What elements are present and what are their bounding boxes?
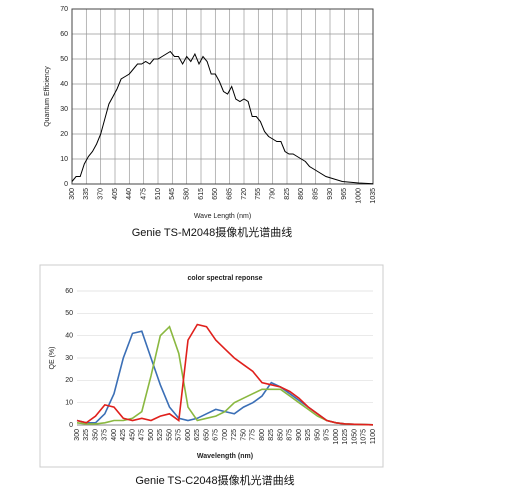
x-tick-label: 900 <box>296 429 303 441</box>
x-tick-label: 525 <box>157 429 164 441</box>
x-tick-label: 965 <box>341 188 348 200</box>
x-tick-label: 405 <box>112 188 119 200</box>
chart-title: color spectral reponse <box>187 275 262 282</box>
x-tick-label: 950 <box>314 429 321 441</box>
x-tick-label: 425 <box>120 429 127 441</box>
x-tick-label: 440 <box>126 188 133 200</box>
x-tick-label: 860 <box>298 188 305 200</box>
x-tick-label: 325 <box>83 429 90 441</box>
x-tick-label: 975 <box>324 429 331 441</box>
x-tick-label: 1035 <box>370 188 377 204</box>
caption: Genie TS-C2048摄像机光谱曲线 <box>135 473 294 487</box>
y-tick-label: 0 <box>69 422 73 429</box>
x-tick-label: 1050 <box>351 429 358 445</box>
series-line <box>71 50 374 185</box>
x-tick-label: 895 <box>313 188 320 200</box>
x-tick-label: 930 <box>327 188 334 200</box>
x-tick-label: 1075 <box>361 429 368 445</box>
x-tick-label: 725 <box>231 429 238 441</box>
x-axis-label: Wave Length (nm) <box>194 213 251 220</box>
x-tick-label: 400 <box>111 429 118 441</box>
y-tick-label: 10 <box>65 400 73 407</box>
x-tick-label: 375 <box>102 429 109 441</box>
caption: Genie TS-M2048摄像机光谱曲线 <box>132 225 293 239</box>
x-tick-label: 825 <box>284 188 291 200</box>
x-tick-label: 350 <box>92 429 99 441</box>
x-tick-label: 925 <box>305 429 312 441</box>
x-tick-label: 850 <box>277 429 284 441</box>
plot-border <box>71 8 374 185</box>
y-tick-label: 40 <box>65 333 73 340</box>
y-tick-label: 20 <box>65 377 73 384</box>
x-tick-label: 475 <box>139 429 146 441</box>
y-tick-label: 60 <box>65 288 73 295</box>
x-tick-label: 700 <box>222 429 229 441</box>
chart-frame <box>39 264 384 468</box>
y-tick-label: 10 <box>60 156 68 163</box>
y-tick-label: 30 <box>60 106 68 113</box>
x-tick-label: 335 <box>83 188 90 200</box>
y-axis-label: Quantum Efficiency <box>44 66 51 127</box>
x-tick-label: 575 <box>176 429 183 441</box>
x-tick-label: 370 <box>98 188 105 200</box>
x-tick-label: 1000 <box>333 429 340 445</box>
x-tick-label: 580 <box>184 188 191 200</box>
x-axis-label: Wavelength (nm) <box>197 453 253 460</box>
x-tick-label: 550 <box>166 429 173 441</box>
y-axis-label: QE (%) <box>49 347 56 370</box>
y-tick-label: 0 <box>64 181 68 188</box>
x-tick-label: 450 <box>129 429 136 441</box>
x-tick-label: 650 <box>203 429 210 441</box>
x-tick-label: 300 <box>69 188 76 200</box>
x-tick-label: 720 <box>241 188 248 200</box>
x-tick-label: 800 <box>259 429 266 441</box>
x-tick-label: 685 <box>227 188 234 200</box>
y-tick-label: 70 <box>60 6 68 13</box>
y-tick-label: 50 <box>65 310 73 317</box>
x-tick-label: 1000 <box>356 188 363 204</box>
x-tick-label: 1025 <box>342 429 349 445</box>
x-tick-label: 875 <box>287 429 294 441</box>
x-tick-label: 790 <box>270 188 277 200</box>
x-tick-label: 510 <box>155 188 162 200</box>
x-tick-label: 615 <box>198 188 205 200</box>
y-tick-label: 60 <box>60 31 68 38</box>
x-tick-label: 475 <box>141 188 148 200</box>
y-tick-label: 30 <box>65 355 73 362</box>
x-tick-label: 300 <box>74 429 81 441</box>
y-tick-label: 40 <box>60 81 68 88</box>
y-tick-label: 50 <box>60 56 68 63</box>
series-line <box>76 323 374 426</box>
x-tick-label: 755 <box>255 188 262 200</box>
x-tick-label: 650 <box>212 188 219 200</box>
x-tick-label: 625 <box>194 429 201 441</box>
x-tick-label: 750 <box>240 429 247 441</box>
x-tick-label: 675 <box>213 429 220 441</box>
x-tick-label: 775 <box>250 429 257 441</box>
x-tick-label: 545 <box>169 188 176 200</box>
x-tick-label: 600 <box>185 429 192 441</box>
x-tick-label: 1100 <box>370 429 377 444</box>
x-tick-label: 500 <box>148 429 155 441</box>
x-tick-label: 825 <box>268 429 275 441</box>
y-tick-label: 20 <box>60 131 68 138</box>
